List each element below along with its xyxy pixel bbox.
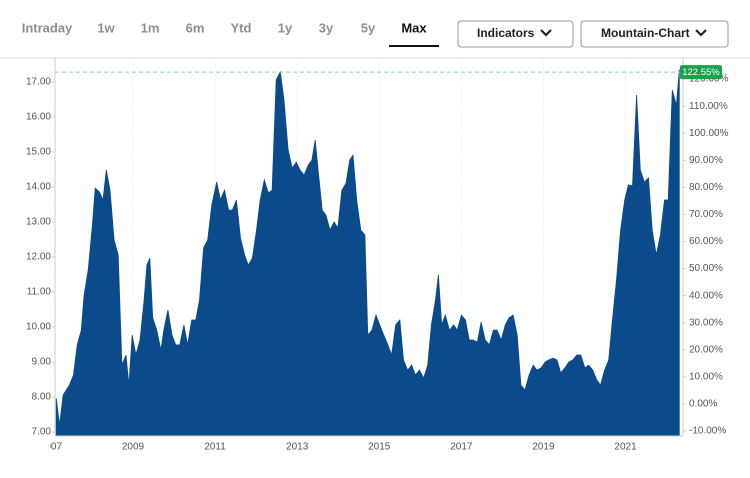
x-tick-label: 2007 [40,442,63,453]
y-tick-label: 10.00 [26,322,51,333]
x-tick-label: 2021 [614,442,637,453]
y2-tick-label: 30.00% [689,317,723,328]
range-tab[interactable]: 1y [278,20,293,35]
range-tab[interactable]: 6m [186,20,205,35]
chart-type-button[interactable] [580,20,729,48]
last-value-badge [680,65,722,80]
y-tick-label: 7.00 [32,427,52,438]
y2-tick-label: 40.00% [689,290,723,301]
y-tick-label: 13.00 [26,217,51,228]
y2-tick-label: 60.00% [689,236,723,247]
range-tab[interactable]: 3y [319,20,334,35]
y2-tick-label: 120.00% [689,74,729,85]
y2-tick-label: 70.00% [689,209,723,220]
range-tab[interactable]: Ytd [231,20,252,35]
area [55,69,680,437]
chevron [540,29,552,37]
y-tick-label: 8.00 [32,392,52,403]
chevron [695,29,707,37]
range-tab[interactable]: Intraday [22,20,73,35]
x-tick-label: 2017 [450,442,473,453]
y-tick-label: 11.00 [27,287,52,298]
y2-tick-label: 20.00% [689,344,723,355]
y-tick-label: 12.00 [26,252,51,263]
x-tick-label: 2013 [286,442,309,453]
x-axis: 2007 2009 2011 2013 2015 2017 2019 2021 [40,442,637,453]
indicators-label[interactable]: Indicators [477,26,535,40]
y2-tick-label: 50.00% [689,263,723,274]
range-tab[interactable]: 1w [97,20,115,35]
last-value-label: 122.55% [682,67,720,78]
y-tick-label: 17.00 [26,77,51,88]
y-tick-label: 16.00 [26,112,51,123]
y-tick-label: 15.00 [26,147,51,158]
x-tick-label: 2011 [204,442,226,453]
indicators-button[interactable] [457,20,574,48]
tab-underline [389,45,439,47]
y-tick-label: 14.00 [26,182,51,193]
chart-type-label[interactable]: Mountain-Chart [601,26,690,40]
range-tab[interactable]: 1m [141,20,160,35]
y2-tick-label: 0.00% [689,399,717,410]
x-tick-label: 2019 [532,442,555,453]
y2-tick-label: 90.00% [689,155,723,166]
range-tab[interactable]: 5y [361,20,376,35]
x-tick-label: 2009 [122,442,145,453]
y2-tick-label: 100.00% [689,128,729,139]
range-tab[interactable]: Max [401,20,427,35]
y-tick-label: 9.00 [32,357,52,368]
y2-tick-label: 10.00% [689,372,723,383]
y2-tick-label: -10.00% [689,426,726,437]
y2-tick-label: 80.00% [689,182,723,193]
x-tick-label: 2015 [368,442,391,453]
y2-tick-label: 110.00% [689,101,728,112]
